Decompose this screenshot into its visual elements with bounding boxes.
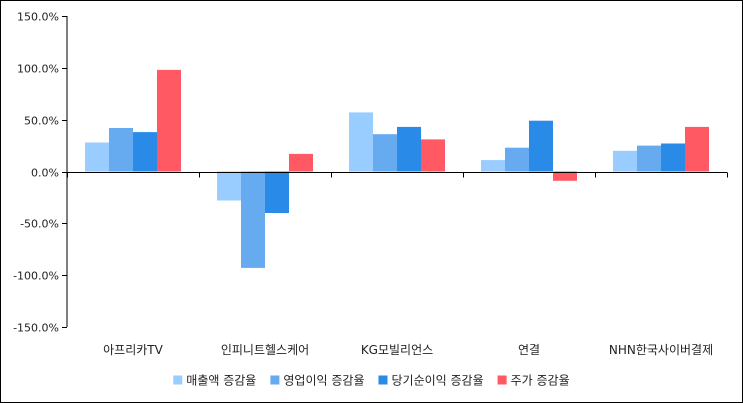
legend-item: 주가 증감율	[497, 374, 570, 388]
bar	[553, 171, 577, 181]
legend-label: 매출액 증감율	[186, 374, 256, 388]
bar	[241, 171, 265, 268]
y-tick-label: 150.0%	[17, 11, 59, 24]
y-tick-label: 100.0%	[17, 63, 59, 76]
y-tick-label: -100.0%	[13, 270, 59, 283]
y-tick-label: -150.0%	[13, 322, 59, 335]
bar	[289, 153, 313, 172]
bar	[133, 132, 157, 172]
legend-label: 주가 증감율	[511, 374, 570, 388]
legend: 매출액 증감율 영업이익 증감율 당기순이익 증감율 주가 증감율	[173, 374, 570, 388]
bar	[349, 112, 373, 172]
plot-area	[85, 69, 709, 268]
axes: -150.0% -100.0% -50.0% 0.0% 50.0% 100.0% 150.0…	[13, 11, 728, 357]
x-tick-label: 연결	[518, 343, 540, 357]
legend-item: 영업이익 증감율	[270, 374, 365, 388]
bar	[505, 147, 529, 172]
y-tick-label: -50.0%	[20, 218, 59, 231]
bar	[637, 145, 661, 172]
x-tick-label: 아프리카TV	[103, 343, 163, 357]
legend-swatch	[497, 375, 507, 385]
x-tick-label: 인피니트헬스케어	[221, 343, 309, 357]
legend-swatch	[173, 375, 183, 385]
legend-swatch	[378, 375, 388, 385]
x-tick-label: KG모빌리언스	[361, 343, 433, 357]
bar	[397, 126, 421, 172]
bar	[685, 126, 709, 172]
bar	[373, 134, 397, 172]
bar	[109, 128, 133, 172]
bar	[481, 160, 505, 172]
legend-swatch	[270, 375, 280, 385]
y-tick-label: 0.0%	[31, 167, 59, 180]
bar	[613, 150, 637, 172]
bar	[265, 171, 289, 213]
legend-label: 영업이익 증감율	[283, 374, 364, 388]
bar	[661, 143, 685, 172]
legend-item: 매출액 증감율	[173, 374, 256, 388]
bar	[217, 171, 241, 201]
legend-item: 당기순이익 증감율	[378, 374, 484, 388]
bar	[157, 69, 181, 172]
bar	[421, 139, 445, 172]
legend-label: 당기순이익 증감율	[392, 374, 484, 388]
bar	[529, 120, 553, 172]
y-tick-label: 50.0%	[24, 115, 59, 128]
x-tick-label: NHN한국사이버결제	[609, 343, 713, 357]
bar	[85, 142, 109, 172]
